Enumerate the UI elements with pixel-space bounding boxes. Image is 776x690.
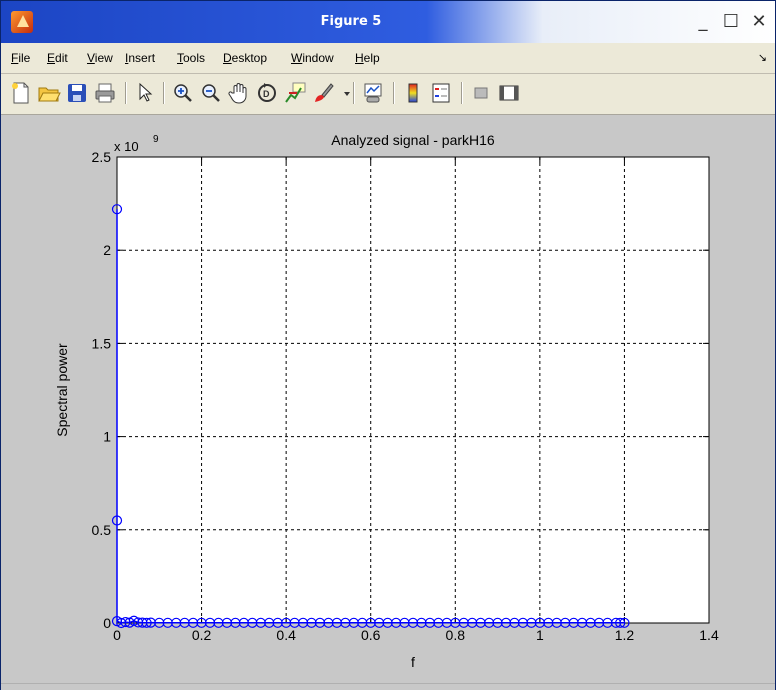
y-tick-label: 2.5 [92,149,112,165]
y-exponent-label: x 10 [114,139,139,154]
figure-canvas: 0 0.2 0.4 0.6 0.8 1 1.2 1.4 0 0.5 1 1.5 2 2.5 Analyz… [1,115,775,683]
menu-edit-label: dit [55,51,68,65]
new-figure-icon[interactable] [9,81,33,105]
insert-colorbar-icon[interactable] [401,81,425,105]
pan-hand-icon[interactable] [227,81,251,105]
menu-desktop-label: esktop [231,51,268,65]
menu-window[interactable]: Window [291,51,334,65]
menu-tools-accel: T [177,51,183,65]
zoom-out-icon[interactable] [199,81,223,105]
brush-dropdown-icon[interactable] [335,81,350,105]
toolbar-separator [393,82,395,104]
menu-view-label: iew [94,51,113,65]
open-file-icon[interactable] [37,81,61,105]
menu-view[interactable]: View [87,51,113,65]
menu-help[interactable]: Help [355,51,380,65]
y-axis-label: Spectral power [54,343,70,437]
data-point [619,617,630,628]
x-tick-label: 0.2 [192,627,212,643]
toolbar-separator [163,82,165,104]
menu-help-accel: H [355,51,364,65]
menu-desktop-accel: D [223,51,232,65]
menu-tools[interactable]: Tools [177,51,205,65]
maximize-button[interactable]: ☐ [722,11,740,32]
grid-lines [117,157,709,623]
x-tick-labels: 0 0.2 0.4 0.6 0.8 1 1.2 1.4 [113,627,719,643]
brush-icon[interactable] [311,81,335,105]
menu-file-accel: F [11,51,19,65]
x-tick-label: 1.2 [615,627,635,643]
y-tick-label: 0 [103,615,111,631]
menu-tools-label: ools [183,51,206,65]
toolbar-separator [461,82,463,104]
x-tick-label: 0.6 [361,627,381,643]
insert-legend-icon[interactable] [429,81,453,105]
menu-insert-label: nsert [128,51,156,65]
x-tick-label: 0.8 [446,627,466,643]
matlab-logo-icon[interactable] [11,11,33,33]
toolbar-separator [125,82,127,104]
y-tick-labels: 0 0.5 1 1.5 2 2.5 [92,149,112,631]
edit-plot-arrow-icon[interactable] [133,81,157,105]
toolbar-separator [353,82,355,104]
menu-file-label: ile [18,51,31,65]
y-exponent-power: 9 [153,134,159,145]
data-point [141,617,152,628]
x-tick-label: 0 [113,627,121,643]
x-tick-label: 0.4 [276,627,296,643]
dock-arrow-icon[interactable]: ↘ [757,51,767,64]
menu-view-accel: V [87,51,95,65]
y-tick-label: 1.5 [92,335,112,351]
x-tick-label: 1.4 [699,627,719,643]
data-series [111,204,630,629]
title-bar[interactable]: Figure 5 _ ☐ ✕ [1,1,775,43]
x-tick-label: 1 [536,627,544,643]
data-point [111,515,123,526]
zoom-in-icon[interactable] [171,81,195,105]
menu-insert-accel: I [125,51,129,65]
rotate-3d-icon[interactable]: D [255,81,279,105]
plot-area[interactable]: 0 0.2 0.4 0.6 0.8 1 1.2 1.4 0 0.5 1 1.5 2 2.5 Analyz… [1,115,775,683]
chart-title: Analyzed signal - parkH16 [331,132,495,148]
menu-bar: File Edit View Insert Tools Desktop Wind… [1,43,775,74]
save-figure-icon[interactable] [65,81,89,105]
menu-desktop[interactable]: Desktop [223,51,267,65]
show-plot-tools-icon[interactable] [497,81,521,105]
axes-box[interactable] [116,156,710,624]
figure-bottom-strip [1,683,775,690]
menu-window-label: indow [302,51,334,65]
y-tick-label: 2 [103,242,111,258]
close-button[interactable]: ✕ [751,11,767,32]
print-figure-icon[interactable] [93,81,117,105]
menu-file[interactable]: File [11,51,30,65]
menu-help-label: elp [363,51,380,65]
figure-toolbar: D [1,74,775,115]
menu-edit-accel: E [47,51,56,65]
link-plot-icon[interactable] [361,81,385,105]
y-tick-label: 1 [103,429,111,445]
minimize-button[interactable]: _ [698,11,708,32]
svg-text:D: D [263,89,270,99]
y-tick-label: 0.5 [92,522,112,538]
menu-insert[interactable]: Insert [125,51,155,65]
data-point [615,617,626,628]
window-title: Figure 5 [320,14,382,29]
x-axis-label: f [411,654,415,670]
hide-plot-tools-icon[interactable] [469,81,493,105]
menu-edit[interactable]: Edit [47,51,68,65]
data-cursor-icon[interactable] [283,81,307,105]
menu-window-accel: W [291,51,303,65]
data-point [111,204,123,215]
